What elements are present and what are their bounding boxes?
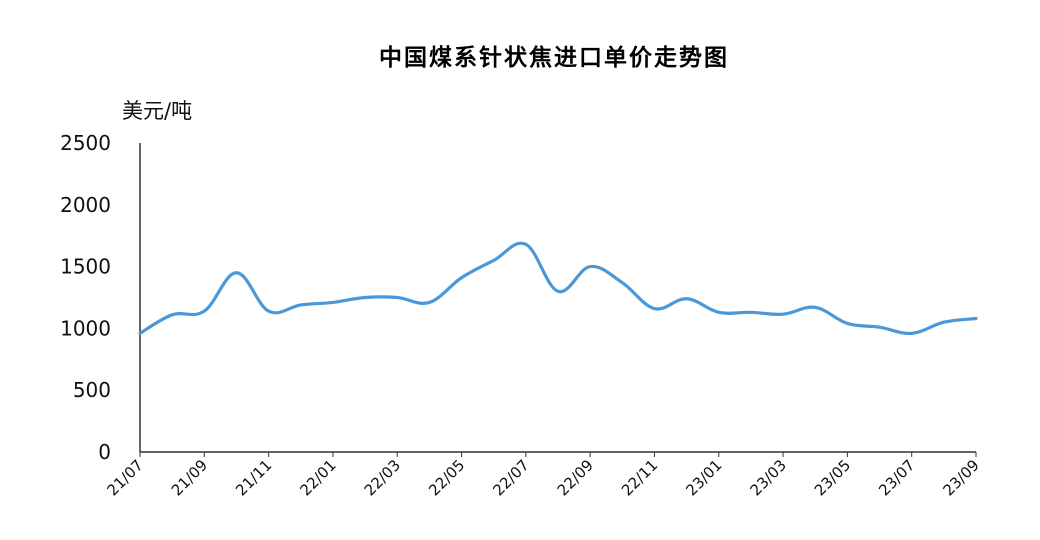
x-tick-label: 23/07: [875, 456, 918, 499]
data-point: [524, 242, 528, 246]
y-tick-label: 1500: [60, 255, 111, 279]
x-tick-label: 22/09: [554, 456, 597, 499]
y-tick-label: 0: [98, 440, 111, 464]
data-point: [845, 321, 849, 325]
x-tick-label: 22/11: [618, 456, 661, 499]
data-point: [427, 300, 431, 304]
data-point: [331, 300, 335, 304]
data-point: [363, 296, 367, 300]
data-point: [395, 296, 399, 300]
data-point: [588, 265, 592, 269]
data-point: [813, 305, 817, 309]
x-tick-label: 21/11: [232, 456, 275, 499]
data-point: [556, 289, 560, 293]
x-tick-label: 23/03: [747, 456, 790, 499]
x-tick-label: 23/01: [682, 456, 725, 499]
data-point: [234, 271, 238, 275]
data-point: [620, 281, 624, 285]
x-tick-label: 23/09: [940, 456, 983, 499]
data-point: [460, 276, 464, 280]
data-point: [299, 303, 303, 307]
data-point: [267, 309, 271, 313]
y-tick-label: 500: [73, 378, 111, 402]
x-tick-label: 22/07: [489, 456, 532, 499]
data-point: [492, 258, 496, 262]
data-point: [170, 313, 174, 317]
x-tick-label: 23/05: [811, 456, 854, 499]
data-point: [781, 312, 785, 316]
data-point: [878, 325, 882, 329]
data-point: [138, 331, 142, 335]
y-tick-label: 2000: [60, 193, 111, 217]
x-tick-label: 21/09: [168, 456, 211, 499]
y-axis-unit-label: 美元/吨: [122, 99, 193, 123]
data-point: [910, 331, 914, 335]
data-point: [717, 310, 721, 314]
data-point: [202, 309, 206, 313]
x-tick-label: 22/01: [296, 456, 339, 499]
x-tick-label: 22/03: [361, 456, 404, 499]
data-point: [749, 310, 753, 314]
data-point: [974, 317, 978, 321]
x-tick-label: 22/05: [425, 456, 468, 499]
y-tick-label: 2500: [60, 131, 111, 155]
y-tick-label: 1000: [60, 316, 111, 340]
series-line: [138, 241, 978, 336]
data-point: [942, 320, 946, 324]
data-point: [652, 307, 656, 311]
chart-title: 中国煤系针状焦进口单价走势图: [379, 45, 729, 71]
data-point: [685, 297, 689, 301]
